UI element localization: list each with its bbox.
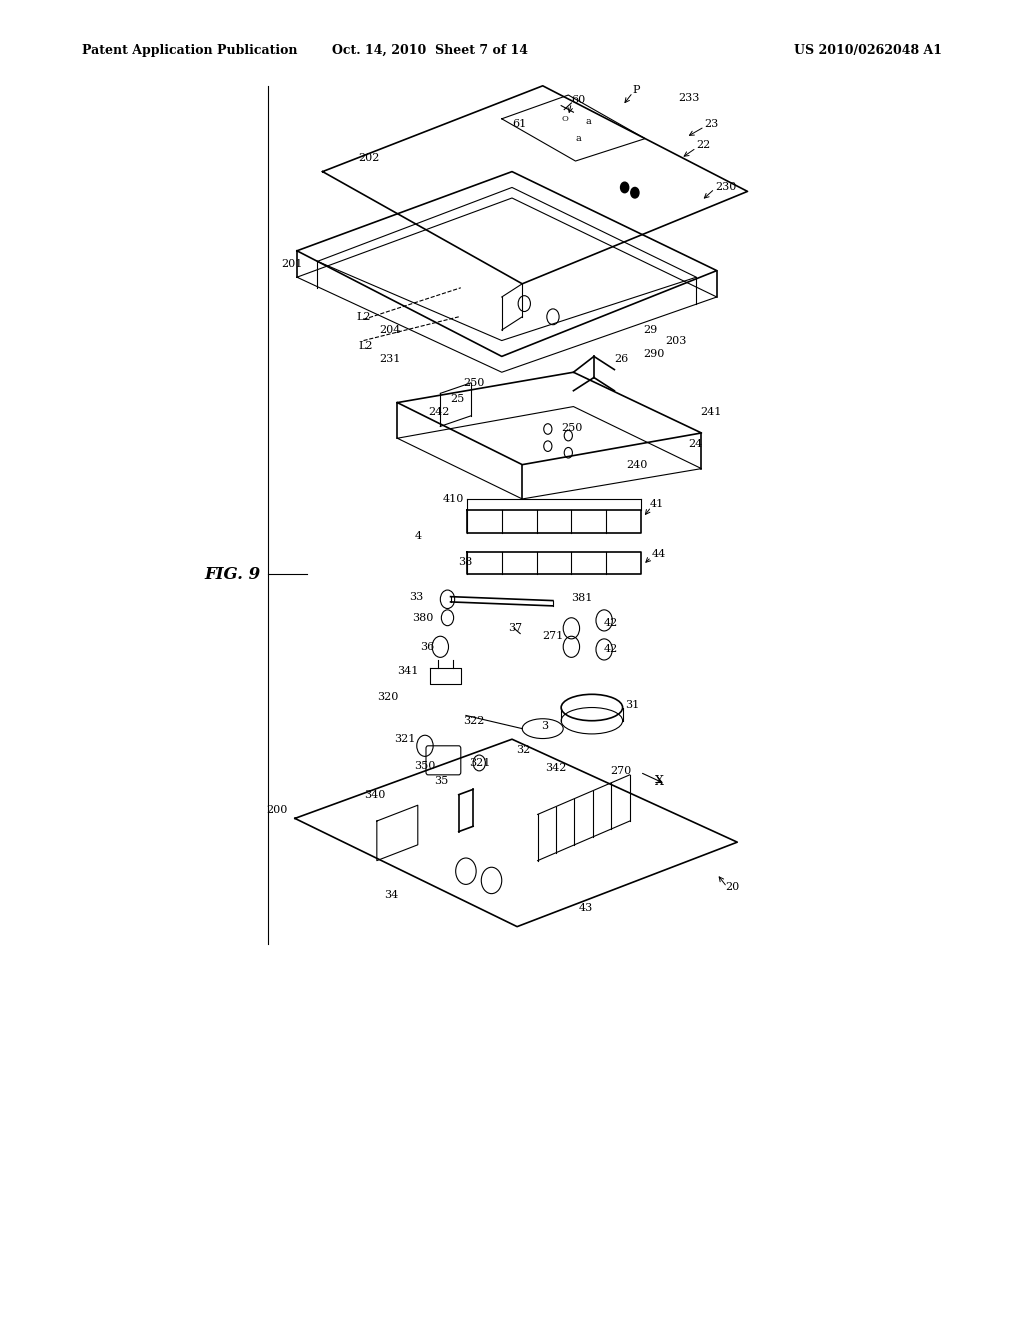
Text: 321: 321 bbox=[469, 758, 490, 768]
Text: 350: 350 bbox=[414, 760, 435, 771]
Text: FIG. 9: FIG. 9 bbox=[205, 566, 261, 582]
Text: X: X bbox=[655, 775, 665, 788]
Text: 242: 242 bbox=[428, 407, 450, 417]
Text: 61: 61 bbox=[512, 119, 526, 129]
Text: 25: 25 bbox=[451, 393, 465, 404]
Text: 380: 380 bbox=[412, 612, 433, 623]
Text: O: O bbox=[562, 115, 568, 123]
Text: 31: 31 bbox=[625, 700, 639, 710]
Text: 43: 43 bbox=[579, 903, 593, 913]
Text: 35: 35 bbox=[434, 776, 449, 787]
Text: 60: 60 bbox=[571, 95, 586, 106]
Text: 231: 231 bbox=[379, 354, 400, 364]
Text: 241: 241 bbox=[700, 407, 722, 417]
Text: 322: 322 bbox=[463, 715, 484, 726]
Text: 38: 38 bbox=[458, 557, 472, 568]
Text: 410: 410 bbox=[442, 494, 464, 504]
Text: 32: 32 bbox=[516, 744, 530, 755]
Text: 4: 4 bbox=[415, 531, 422, 541]
Text: 42: 42 bbox=[604, 644, 618, 655]
Text: 321: 321 bbox=[394, 734, 416, 744]
Text: 250: 250 bbox=[561, 422, 583, 433]
Text: 203: 203 bbox=[666, 335, 687, 346]
Text: 201: 201 bbox=[282, 259, 303, 269]
Text: 342: 342 bbox=[545, 763, 566, 774]
Text: 240: 240 bbox=[627, 459, 648, 470]
Text: 230: 230 bbox=[715, 182, 736, 193]
Circle shape bbox=[621, 182, 629, 193]
Text: 233: 233 bbox=[678, 92, 699, 103]
Text: 26: 26 bbox=[614, 354, 629, 364]
Text: 200: 200 bbox=[266, 805, 288, 816]
Text: 250: 250 bbox=[463, 378, 484, 388]
Text: P: P bbox=[633, 84, 640, 95]
Text: 22: 22 bbox=[696, 140, 711, 150]
Text: 42: 42 bbox=[604, 618, 618, 628]
Text: 381: 381 bbox=[571, 593, 593, 603]
Text: 320: 320 bbox=[377, 692, 398, 702]
Text: 20: 20 bbox=[725, 882, 739, 892]
Text: Patent Application Publication: Patent Application Publication bbox=[82, 44, 297, 57]
Text: a: a bbox=[575, 135, 582, 143]
Text: 3: 3 bbox=[541, 721, 548, 731]
Text: Oct. 14, 2010  Sheet 7 of 14: Oct. 14, 2010 Sheet 7 of 14 bbox=[332, 44, 528, 57]
Text: 29: 29 bbox=[643, 325, 657, 335]
Text: a: a bbox=[586, 117, 592, 125]
Text: 36: 36 bbox=[420, 642, 434, 652]
Text: US 2010/0262048 A1: US 2010/0262048 A1 bbox=[794, 44, 942, 57]
Text: 41: 41 bbox=[649, 499, 664, 510]
Text: 44: 44 bbox=[651, 549, 666, 560]
Text: L2: L2 bbox=[356, 312, 371, 322]
Text: 24: 24 bbox=[688, 438, 702, 449]
Text: 340: 340 bbox=[365, 789, 386, 800]
Text: 341: 341 bbox=[397, 665, 419, 676]
Text: 271: 271 bbox=[543, 631, 564, 642]
Circle shape bbox=[631, 187, 639, 198]
Text: 23: 23 bbox=[705, 119, 719, 129]
Text: 34: 34 bbox=[384, 890, 398, 900]
Text: 202: 202 bbox=[358, 153, 380, 164]
Text: L2: L2 bbox=[358, 341, 373, 351]
Text: 33: 33 bbox=[410, 591, 424, 602]
Text: 290: 290 bbox=[643, 348, 665, 359]
Text: 270: 270 bbox=[610, 766, 632, 776]
Text: 204: 204 bbox=[379, 325, 400, 335]
Text: 37: 37 bbox=[508, 623, 522, 634]
